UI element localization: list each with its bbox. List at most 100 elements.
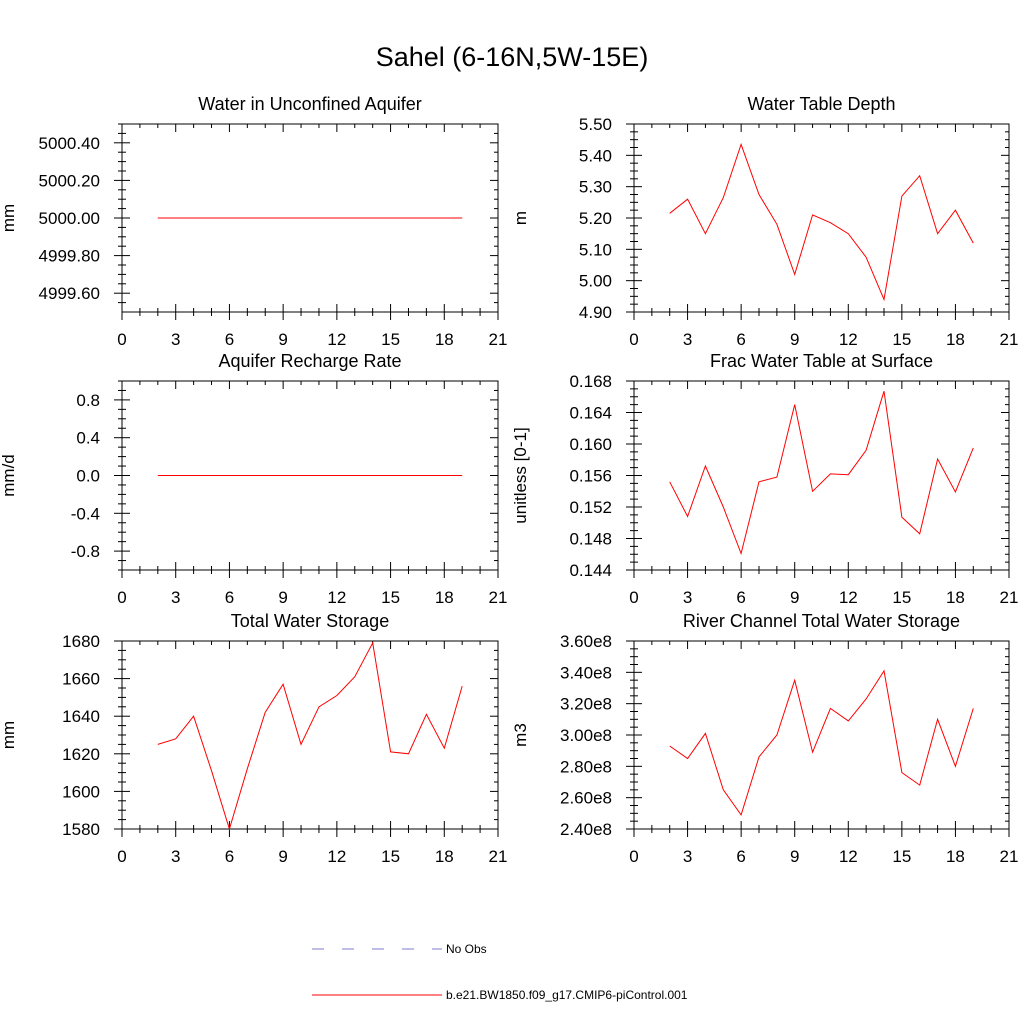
- x-tick-label: 21: [1000, 847, 1019, 866]
- y-axis-label: mm/d: [0, 454, 18, 497]
- y-tick-label: 1660: [62, 670, 100, 689]
- y-tick-label: 3.60e8: [560, 632, 612, 651]
- y-tick-label: 0.148: [569, 530, 612, 549]
- y-tick-label: 1600: [62, 782, 100, 801]
- panel-title: Frac Water Table at Surface: [710, 351, 933, 371]
- y-tick-label: -0.8: [71, 542, 100, 561]
- y-tick-label: 5000.20: [39, 171, 100, 190]
- y-tick-label: 2.80e8: [560, 757, 612, 776]
- x-tick-label: 21: [489, 847, 508, 866]
- y-tick-label: 3.40e8: [560, 663, 612, 682]
- panel-title: Water Table Depth: [747, 94, 895, 114]
- figure-title: Sahel (6-16N,5W-15E): [375, 42, 649, 72]
- y-tick-label: 0.8: [76, 391, 100, 410]
- x-tick-label: 9: [278, 847, 287, 866]
- y-tick-label: 1580: [62, 820, 100, 839]
- y-axis-label: mm: [0, 204, 18, 232]
- x-tick-label: 12: [839, 847, 858, 866]
- x-tick-label: 15: [381, 847, 400, 866]
- x-tick-label: 6: [225, 330, 234, 349]
- x-tick-label: 3: [683, 330, 692, 349]
- x-tick-label: 3: [683, 847, 692, 866]
- series-line: [669, 391, 974, 556]
- y-tick-label: 1680: [62, 632, 100, 651]
- y-tick-label: 4999.60: [39, 284, 100, 303]
- y-axis-label: m: [511, 211, 530, 225]
- x-tick-label: 9: [790, 588, 799, 607]
- y-tick-label: 5.50: [579, 115, 612, 134]
- x-tick-label: 6: [736, 588, 745, 607]
- plot-frame: [633, 123, 1010, 313]
- y-tick-label: 1620: [62, 745, 100, 764]
- x-tick-label: 0: [117, 330, 126, 349]
- x-tick-label: 3: [171, 330, 180, 349]
- y-tick-label: 5.30: [579, 178, 612, 197]
- x-tick-label: 0: [629, 847, 638, 866]
- x-tick-label: 15: [381, 588, 400, 607]
- x-tick-label: 15: [892, 330, 911, 349]
- x-tick-label: 15: [381, 330, 400, 349]
- series-line: [669, 142, 974, 302]
- panel-1: Water in Unconfined Aquifer mm 0 3 6 9 12 15 18 2…: [0, 94, 507, 349]
- x-tick-label: 6: [736, 330, 745, 349]
- y-tick-label: 5.40: [579, 146, 612, 165]
- x-tick-label: 12: [327, 330, 346, 349]
- y-tick-label: 5.10: [579, 240, 612, 259]
- x-tick-label: 0: [117, 847, 126, 866]
- x-tick-label: 6: [736, 847, 745, 866]
- x-tick-label: 21: [489, 588, 508, 607]
- y-tick-label: 0.152: [569, 498, 612, 517]
- x-tick-label: 15: [892, 847, 911, 866]
- panel-title: River Channel Total Water Storage: [683, 611, 960, 631]
- x-tick-label: 12: [839, 588, 858, 607]
- panel-title: Water in Unconfined Aquifer: [198, 94, 421, 114]
- y-tick-label: 0.0: [76, 467, 100, 486]
- x-tick-label: 3: [683, 588, 692, 607]
- y-tick-label: 0.168: [569, 372, 612, 391]
- x-tick-label: 18: [435, 847, 454, 866]
- y-tick-label: 1640: [62, 707, 100, 726]
- x-tick-label: 9: [278, 330, 287, 349]
- x-tick-label: 18: [946, 847, 965, 866]
- panel-5: Total Water Storage mm 0 3 6 9 12 15 18 21 1580 160…: [0, 611, 507, 866]
- panel-3: Aquifer Recharge Rate mm/d 0 3 6 9 12 15 18 21 -0.…: [0, 351, 507, 607]
- panel-4: Frac Water Table at Surface unitless [0-1…: [511, 351, 1018, 607]
- y-axis-label: m3: [511, 723, 530, 747]
- x-tick-label: 15: [892, 588, 911, 607]
- y-tick-label: 0.160: [569, 435, 612, 454]
- y-tick-label: 0.4: [76, 429, 100, 448]
- x-tick-label: 3: [171, 588, 180, 607]
- x-tick-label: 9: [278, 588, 287, 607]
- x-tick-label: 12: [327, 588, 346, 607]
- x-tick-label: 18: [435, 588, 454, 607]
- panel-title: Total Water Storage: [231, 611, 389, 631]
- y-tick-label: -0.4: [71, 504, 100, 523]
- x-tick-label: 21: [1000, 588, 1019, 607]
- x-tick-label: 0: [629, 588, 638, 607]
- x-tick-label: 18: [435, 330, 454, 349]
- x-tick-label: 3: [171, 847, 180, 866]
- y-tick-label: 5000.40: [39, 134, 100, 153]
- y-tick-label: 2.60e8: [560, 789, 612, 808]
- x-tick-label: 9: [790, 847, 799, 866]
- plot-frame: [633, 380, 1010, 571]
- y-tick-label: 5.20: [579, 209, 612, 228]
- x-tick-label: 9: [790, 330, 799, 349]
- y-tick-label: 3.00e8: [560, 726, 612, 745]
- y-tick-label: 0.144: [569, 561, 612, 580]
- y-axis-label: unitless [0-1]: [511, 427, 530, 523]
- y-tick-label: 3.20e8: [560, 695, 612, 714]
- series-line: [157, 641, 463, 831]
- x-tick-label: 6: [225, 588, 234, 607]
- x-tick-label: 21: [489, 330, 508, 349]
- y-tick-label: 2.40e8: [560, 820, 612, 839]
- x-tick-label: 0: [629, 330, 638, 349]
- x-tick-label: 18: [946, 588, 965, 607]
- plot-frame: [633, 640, 1010, 830]
- x-tick-label: 12: [839, 330, 858, 349]
- y-tick-label: 0.156: [569, 467, 612, 486]
- y-tick-label: 4.90: [579, 303, 612, 322]
- y-tick-label: 5000.00: [39, 209, 100, 228]
